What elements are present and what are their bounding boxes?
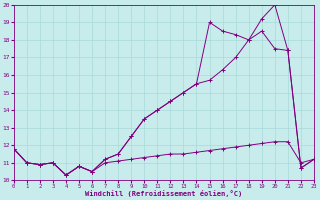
X-axis label: Windchill (Refroidissement éolien,°C): Windchill (Refroidissement éolien,°C)	[85, 190, 243, 197]
